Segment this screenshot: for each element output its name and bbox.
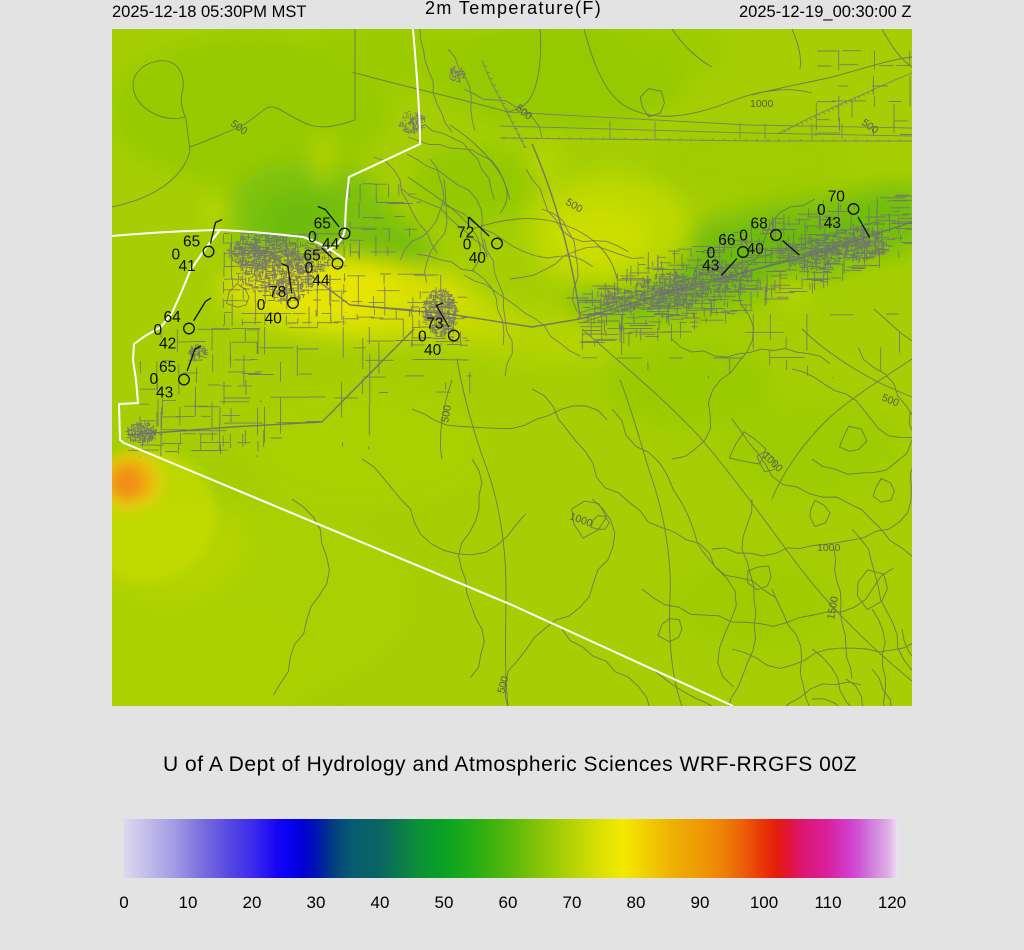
svg-text:0: 0 [154, 322, 163, 339]
svg-text:65: 65 [304, 248, 321, 265]
svg-text:0: 0 [463, 237, 472, 254]
svg-text:43: 43 [824, 215, 841, 232]
svg-text:72: 72 [457, 225, 474, 242]
svg-text:43: 43 [156, 385, 173, 402]
svg-text:0: 0 [308, 229, 317, 246]
svg-text:70: 70 [828, 189, 846, 206]
svg-text:1500: 1500 [825, 595, 841, 620]
svg-text:66: 66 [718, 232, 735, 249]
svg-text:42: 42 [159, 336, 176, 353]
svg-text:0: 0 [305, 260, 314, 277]
svg-text:0: 0 [150, 371, 159, 388]
svg-text:44: 44 [312, 273, 330, 290]
svg-text:64: 64 [164, 309, 182, 326]
svg-text:40: 40 [424, 342, 442, 359]
svg-text:1000: 1000 [817, 542, 841, 554]
svg-text:40: 40 [747, 241, 765, 258]
svg-text:68: 68 [751, 216, 768, 233]
svg-text:0: 0 [172, 247, 181, 264]
svg-text:41: 41 [179, 258, 196, 275]
svg-text:500: 500 [495, 675, 511, 695]
svg-text:78: 78 [269, 284, 286, 301]
svg-text:65: 65 [314, 216, 331, 233]
svg-text:44: 44 [322, 236, 340, 253]
svg-text:40: 40 [469, 250, 487, 267]
svg-text:500: 500 [439, 404, 454, 423]
svg-text:43: 43 [702, 258, 719, 275]
svg-text:1000: 1000 [750, 98, 774, 110]
svg-text:0: 0 [739, 228, 748, 245]
svg-text:0: 0 [817, 202, 826, 219]
svg-text:73: 73 [426, 316, 443, 333]
svg-text:0: 0 [257, 297, 266, 314]
svg-text:65: 65 [159, 359, 176, 376]
svg-text:0: 0 [707, 245, 716, 262]
svg-text:40: 40 [265, 311, 283, 328]
svg-text:65: 65 [183, 234, 200, 251]
svg-text:0: 0 [418, 329, 427, 346]
